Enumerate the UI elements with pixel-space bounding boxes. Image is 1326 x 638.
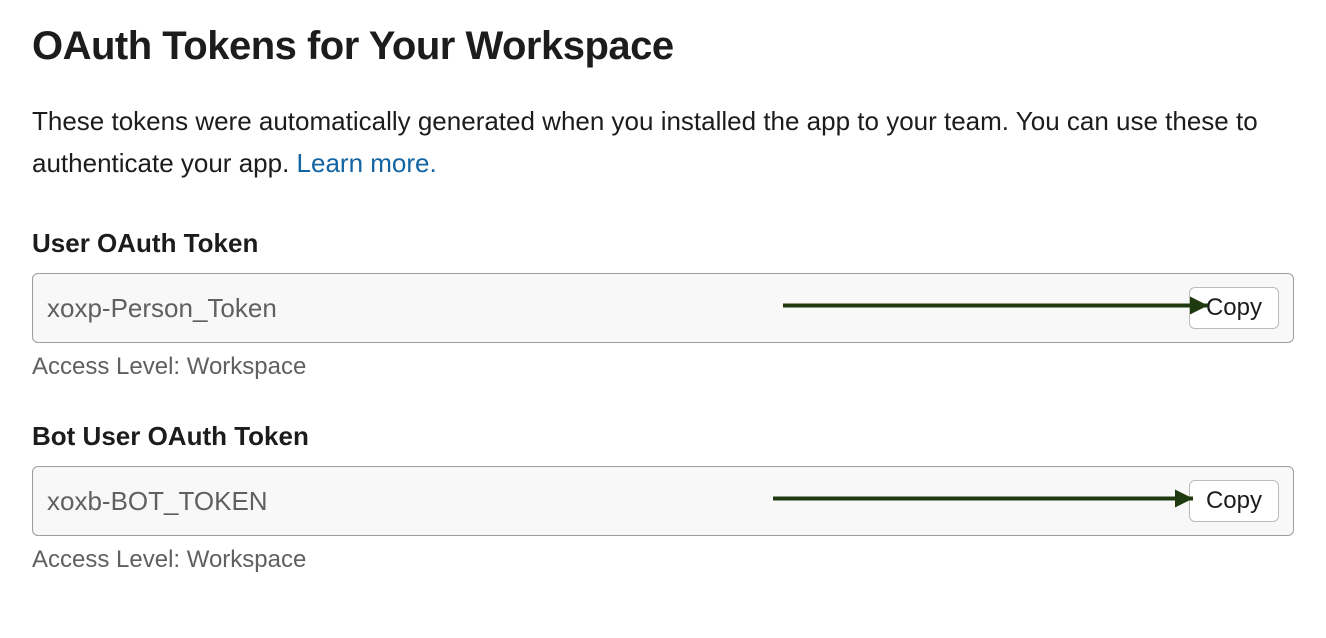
page-description: These tokens were automatically generate… [32,101,1294,184]
user-token-input[interactable] [47,293,1189,324]
description-text: These tokens were automatically generate… [32,106,1258,178]
user-token-access-level: Access Level: Workspace [32,353,1294,381]
learn-more-link[interactable]: Learn more. [297,148,437,178]
bot-token-section: Bot User OAuth Token Copy Access Level: … [32,421,1294,574]
user-token-box: Copy [32,273,1294,343]
bot-token-input[interactable] [47,486,1189,517]
bot-token-access-level: Access Level: Workspace [32,546,1294,574]
bot-token-box: Copy [32,466,1294,536]
bot-token-label: Bot User OAuth Token [32,421,1294,452]
user-token-label: User OAuth Token [32,228,1294,259]
copy-bot-token-button[interactable]: Copy [1189,480,1279,522]
user-token-section: User OAuth Token Copy Access Level: Work… [32,228,1294,381]
page-title: OAuth Tokens for Your Workspace [32,24,1294,69]
copy-user-token-button[interactable]: Copy [1189,287,1279,329]
